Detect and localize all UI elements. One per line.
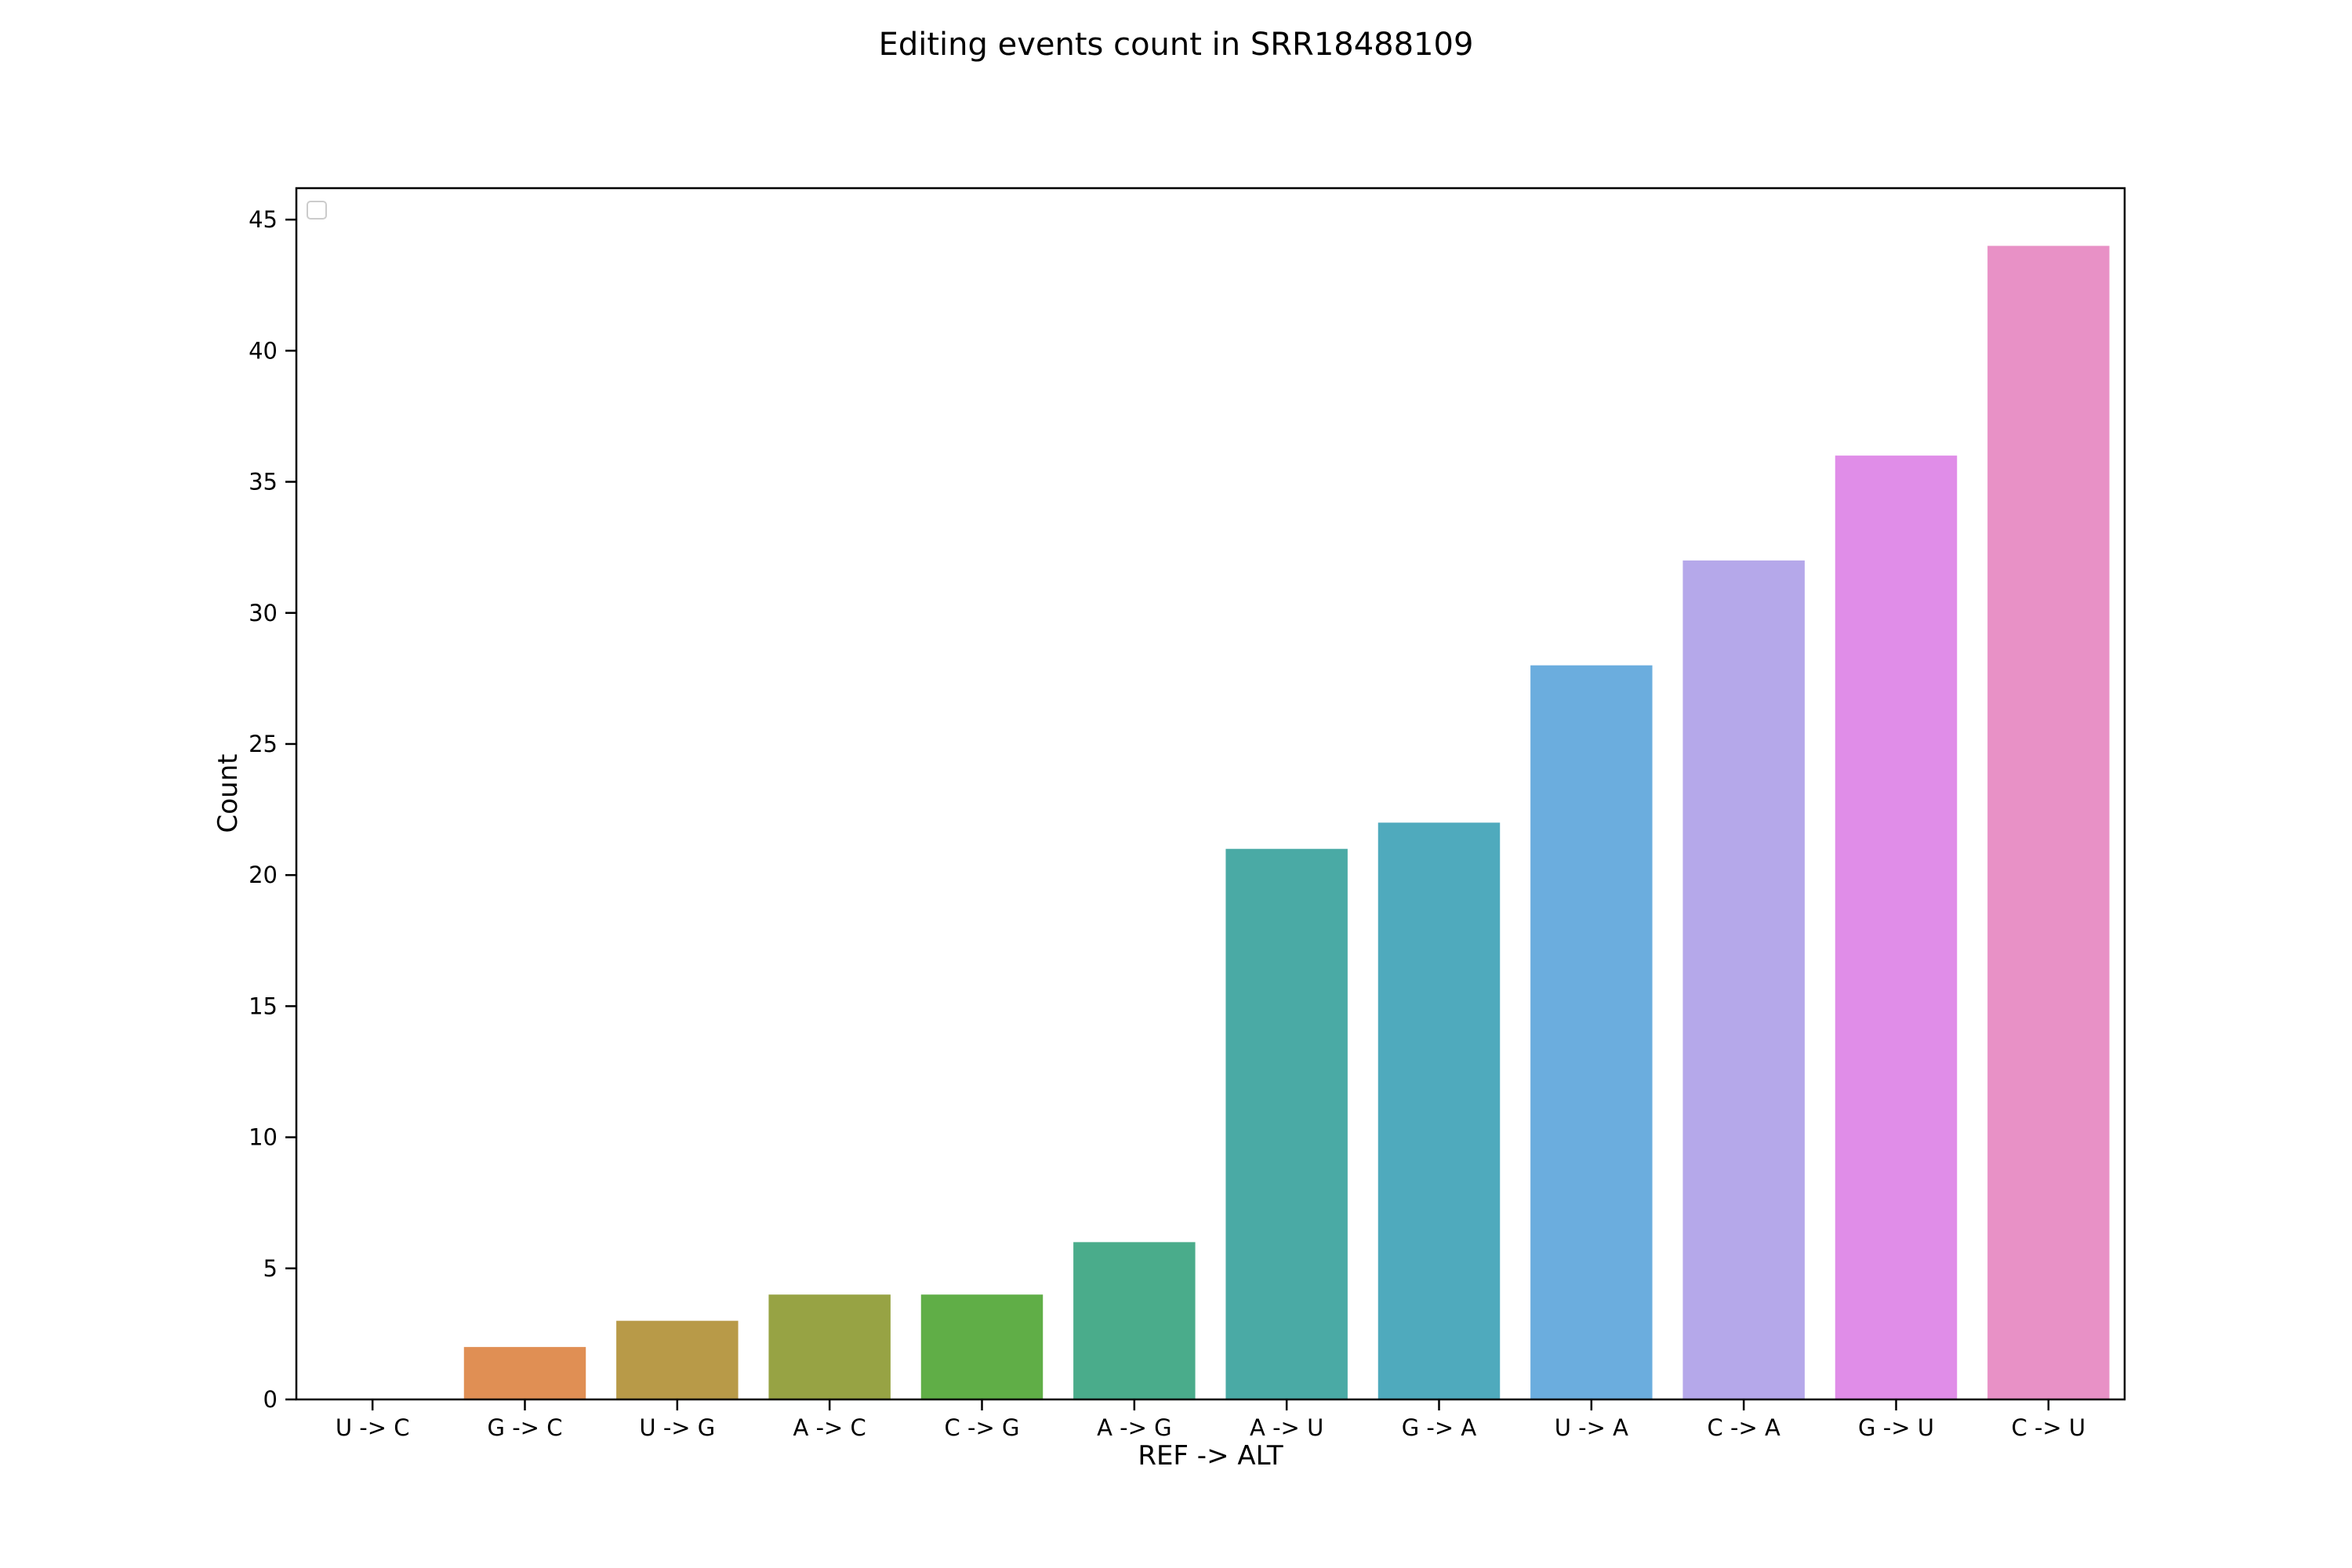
legend-box <box>307 201 327 220</box>
x-tick-label: A -> U <box>1250 1414 1323 1441</box>
chart-title: Editing events count in SRR18488109 <box>879 27 1474 63</box>
x-tick-label: G -> C <box>488 1414 563 1441</box>
x-axis-label: REF -> ALT <box>1138 1440 1283 1472</box>
bar-5 <box>1073 1242 1196 1399</box>
x-tick-label: U -> C <box>336 1414 410 1441</box>
y-tick-label: 35 <box>249 469 278 495</box>
bar-3 <box>768 1294 891 1399</box>
bar-11 <box>1987 245 2110 1400</box>
bar-2 <box>616 1320 739 1399</box>
y-tick-label: 40 <box>249 337 278 364</box>
bars-layer <box>463 245 2110 1400</box>
x-tick-label: G -> U <box>1858 1414 1934 1441</box>
y-tick-label: 30 <box>249 600 278 626</box>
bar-8 <box>1530 665 1653 1399</box>
bar-7 <box>1377 822 1501 1399</box>
bar-1 <box>463 1347 586 1399</box>
y-axis: 0 5 10 15 20 25 30 35 40 45 <box>249 206 296 1413</box>
y-tick-label: 0 <box>263 1386 278 1413</box>
x-tick-label: C -> U <box>2011 1414 2085 1441</box>
x-tick-label: C -> A <box>1708 1414 1780 1441</box>
bar-6 <box>1225 848 1348 1399</box>
x-tick-label: C -> G <box>945 1414 1020 1441</box>
y-axis-label: Count <box>212 754 244 833</box>
y-tick-label: 45 <box>249 206 278 233</box>
bar-9 <box>1682 560 1805 1399</box>
x-tick-label: U -> A <box>1555 1414 1628 1441</box>
plot-frame <box>295 187 2126 1401</box>
y-tick-label: 5 <box>263 1255 278 1282</box>
x-tick-label: A -> G <box>1097 1414 1172 1441</box>
y-tick-label: 25 <box>249 731 278 757</box>
y-tick-label: 10 <box>249 1124 278 1151</box>
x-axis: U -> C G -> C U -> G A -> C C -> G A -> G A ->… <box>336 1399 2085 1441</box>
x-tick-label: U -> G <box>639 1414 715 1441</box>
x-tick-label: A -> C <box>793 1414 866 1441</box>
y-tick-label: 20 <box>249 862 278 888</box>
y-tick-label: 15 <box>249 993 278 1019</box>
bar-10 <box>1835 456 1958 1399</box>
bar-4 <box>920 1294 1044 1399</box>
x-tick-label: G -> A <box>1402 1414 1477 1441</box>
